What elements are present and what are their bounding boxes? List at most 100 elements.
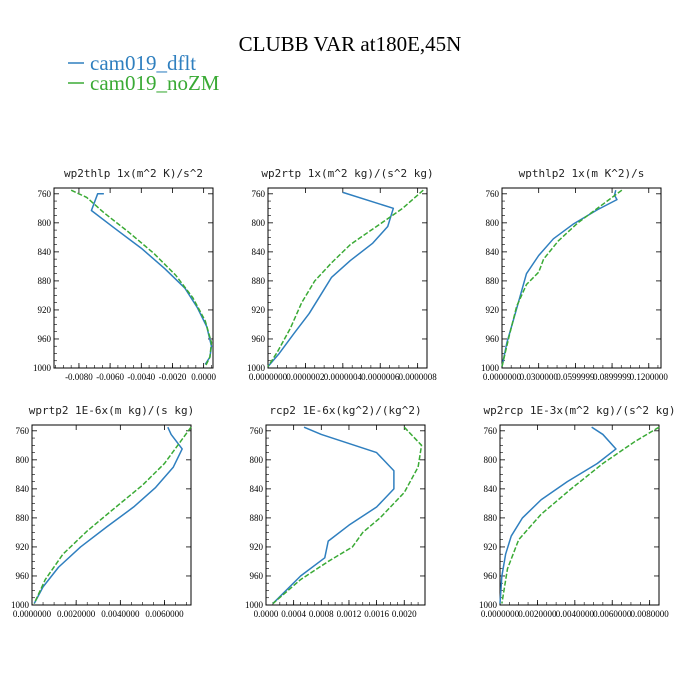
x-tick-label: -0.0080 xyxy=(65,372,93,382)
y-tick-label: 760 xyxy=(250,426,264,436)
plot-frame xyxy=(266,425,425,605)
y-tick-label: 840 xyxy=(252,247,266,257)
y-tick-label: 840 xyxy=(484,484,498,494)
y-tick-label: 760 xyxy=(252,189,266,199)
plot-frame xyxy=(32,425,191,605)
y-tick-label: 760 xyxy=(16,426,30,436)
x-tick-label: 0.0000000 xyxy=(483,372,522,382)
y-tick-label: 920 xyxy=(38,305,52,315)
chart-panel-1: wp2thlp 1x(m^2 K)/s^2 760 800 840 880 920 960 1… xyxy=(33,167,217,382)
y-tick-label: 840 xyxy=(486,247,500,257)
y-tick-label: 840 xyxy=(16,484,30,494)
y-tick-label: 920 xyxy=(484,542,498,552)
legend-label-cam019-nozm: cam019_noZM xyxy=(90,71,220,95)
panels: wp2thlp 1x(m^2 K)/s^2 760 800 840 880 920 960 1… xyxy=(11,167,676,619)
x-tick-label: 0.0000000 xyxy=(249,372,288,382)
series-line-cam019-dflt xyxy=(91,194,211,365)
x-tick-label: 0.0000008 xyxy=(399,372,438,382)
plot-frame xyxy=(500,425,659,605)
series-line-cam019-dflt xyxy=(273,427,394,603)
y-tick-label: 760 xyxy=(484,426,498,436)
y-tick-label: 880 xyxy=(250,513,264,523)
y-tick-label: 920 xyxy=(252,305,266,315)
series-line-cam019-nozm xyxy=(71,190,211,366)
chart-panel-4: wprtp2 1E-6x(m kg)/(s kg) 760 800 840 880 920… xyxy=(11,404,194,619)
x-tick-label: 0.0060000 xyxy=(593,609,632,619)
x-tick-label: 0.0020000 xyxy=(57,609,96,619)
x-tick-label: 0.0000004 xyxy=(324,372,363,382)
y-tick-label: 920 xyxy=(486,305,500,315)
y-tick-label: 960 xyxy=(252,334,266,344)
panel-title: wp2thlp 1x(m^2 K)/s^2 xyxy=(64,167,203,180)
y-tick-label: 960 xyxy=(250,571,264,581)
x-tick-label: 0.0004 xyxy=(281,609,306,619)
x-tick-label: 0.0008 xyxy=(309,609,334,619)
x-tick-label: -0.0020 xyxy=(159,372,187,382)
x-tick-label: -0.0040 xyxy=(127,372,155,382)
x-tick-label: 0.0899999 xyxy=(593,372,632,382)
y-tick-label: 800 xyxy=(38,218,52,228)
y-tick-label: 960 xyxy=(486,334,500,344)
panel-title: wprtp2 1E-6x(m kg)/(s kg) xyxy=(29,404,195,417)
x-tick-label: 0.0000002 xyxy=(286,372,324,382)
y-tick-label: 760 xyxy=(38,189,52,199)
y-tick-label: 880 xyxy=(484,513,498,523)
chart-panel-5: rcp2 1E-6x(kg^2)/(kg^2) 760 800 840 880 920 96… xyxy=(245,404,425,619)
y-tick-label: 800 xyxy=(484,455,498,465)
y-tick-label: 960 xyxy=(16,571,30,581)
chart-panel-3: wpthlp2 1x(m K^2)/s 760 800 840 880 920 960 100… xyxy=(481,167,668,382)
series-line-cam019-nozm xyxy=(502,190,622,366)
x-tick-label: 0.0000 xyxy=(254,609,279,619)
x-tick-label: 0.0040000 xyxy=(556,609,595,619)
plot-frame xyxy=(54,188,213,368)
panel-title: rcp2 1E-6x(kg^2)/(kg^2) xyxy=(269,404,421,417)
series-line-cam019-dflt xyxy=(500,427,616,603)
x-tick-label: 0.0000 xyxy=(191,372,216,382)
y-tick-label: 960 xyxy=(38,334,52,344)
y-tick-label: 800 xyxy=(486,218,500,228)
plot-frame xyxy=(268,188,427,368)
x-tick-label: 0.1200000 xyxy=(630,372,669,382)
x-tick-label: -0.0060 xyxy=(96,372,124,382)
series-line-cam019-nozm xyxy=(34,427,191,603)
x-tick-label: 0.0599999 xyxy=(556,372,595,382)
x-tick-label: 0.0000000 xyxy=(481,609,520,619)
y-tick-label: 920 xyxy=(250,542,264,552)
y-tick-label: 760 xyxy=(486,189,500,199)
y-tick-label: 880 xyxy=(38,276,52,286)
y-tick-label: 920 xyxy=(16,542,30,552)
x-tick-label: 0.0000000 xyxy=(13,609,52,619)
series-line-cam019-dflt xyxy=(268,192,393,366)
y-tick-label: 840 xyxy=(38,247,52,257)
panel-title: wp2rcp 1E-3x(m^2 kg)/(s^2 kg) xyxy=(483,404,675,417)
x-tick-label: 0.0000006 xyxy=(361,372,400,382)
y-tick-label: 880 xyxy=(16,513,30,523)
x-tick-label: 0.0300000 xyxy=(520,372,559,382)
panel-title: wpthlp2 1x(m K^2)/s xyxy=(519,167,645,180)
x-tick-label: 0.0040000 xyxy=(101,609,140,619)
x-tick-label: 0.0012 xyxy=(337,609,362,619)
x-tick-label: 0.0020 xyxy=(392,609,417,619)
x-tick-label: 0.0016 xyxy=(364,609,389,619)
panel-title: wp2rtp 1x(m^2 kg)/(s^2 kg) xyxy=(261,167,433,180)
y-tick-label: 840 xyxy=(250,484,264,494)
series-line-cam019-dflt xyxy=(34,427,182,603)
series-line-cam019-nozm xyxy=(268,190,423,366)
figure-title: CLUBB VAR at180E,45N xyxy=(239,32,462,56)
series-line-cam019-nozm xyxy=(273,427,422,603)
x-tick-label: 0.0080000 xyxy=(631,609,670,619)
x-tick-label: 0.0020000 xyxy=(518,609,557,619)
chart-panel-2: wp2rtp 1x(m^2 kg)/(s^2 kg) 760 800 840 880 92… xyxy=(247,167,437,382)
y-tick-label: 800 xyxy=(252,218,266,228)
y-tick-label: 1000 xyxy=(33,363,52,373)
y-tick-label: 800 xyxy=(250,455,264,465)
y-tick-label: 960 xyxy=(484,571,498,581)
series-line-cam019-dflt xyxy=(502,190,617,366)
chart-panel-6: wp2rcp 1E-3x(m^2 kg)/(s^2 kg) 760 800 840 88… xyxy=(479,404,676,619)
y-tick-label: 880 xyxy=(486,276,500,286)
y-tick-label: 800 xyxy=(16,455,30,465)
x-tick-label: 0.0060000 xyxy=(145,609,184,619)
y-tick-label: 880 xyxy=(252,276,266,286)
